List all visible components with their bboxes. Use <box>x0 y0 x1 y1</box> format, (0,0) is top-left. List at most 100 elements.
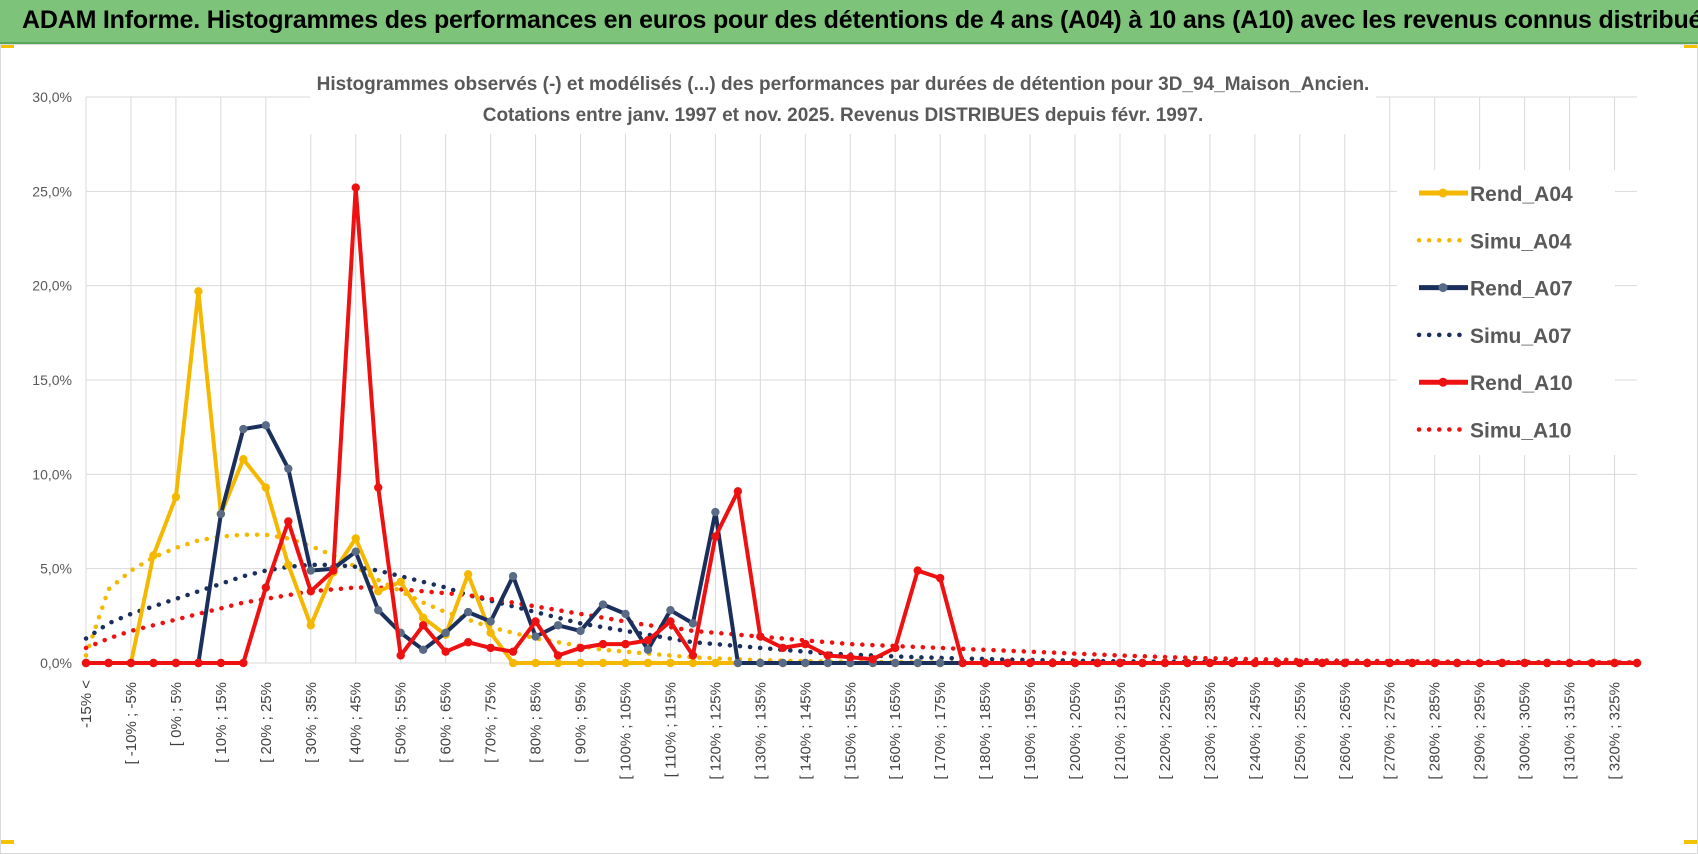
data-point-Rend_A10 <box>1228 658 1237 668</box>
legend-label: Simu_A07 <box>1470 325 1572 348</box>
y-tick-label: 5,0% <box>40 561 72 577</box>
data-point-Rend_A10 <box>1093 658 1102 668</box>
series-line-Rend_A07 <box>86 423 1637 665</box>
x-tick-label: [ 200% ; 205% <box>1067 682 1084 780</box>
data-point-Rend_A10 <box>1318 658 1327 668</box>
data-point-Rend_A10 <box>666 617 675 626</box>
legend-label: Rend_A04 <box>1470 183 1573 206</box>
y-tick-label: 25,0% <box>32 183 72 199</box>
data-point-Rend_A04 <box>553 658 563 668</box>
x-tick-label: [ 110% ; 115% <box>662 682 679 777</box>
corner-marker <box>0 44 14 48</box>
data-point-Rend_A04 <box>284 560 293 570</box>
data-point-Rend_A10 <box>1385 658 1394 668</box>
data-point-Rend_A10 <box>823 651 832 660</box>
data-point-Rend_A10 <box>149 658 158 668</box>
chart-title: Histogrammes observés (-) et modélisés (… <box>317 74 1370 95</box>
data-point-Rend_A07 <box>711 507 720 517</box>
data-point-Rend_A10 <box>1250 658 1260 668</box>
data-point-Rend_A10 <box>935 573 945 583</box>
data-point-Rend_A07 <box>733 658 743 668</box>
data-point-Rend_A07 <box>531 632 540 641</box>
data-point-Rend_A04 <box>171 492 181 502</box>
corner-marker <box>1684 44 1698 48</box>
data-point-Rend_A07 <box>598 600 608 609</box>
series-line-Simu_A10 <box>83 585 1640 665</box>
data-point-Rend_A10 <box>1048 658 1057 668</box>
data-point-Rend_A07 <box>823 658 832 668</box>
data-point-Rend_A04 <box>351 534 360 543</box>
data-point-Rend_A10 <box>463 638 473 647</box>
legend: Rend_A04 Simu_A04 Rend_A07 Simu_A07 Rend_A10… <box>1397 170 1615 455</box>
x-tick-label: [ 290% ; 295% <box>1472 682 1489 780</box>
data-point-Rend_A10 <box>396 651 405 660</box>
data-point-Rend_A04 <box>261 483 271 492</box>
corner-marker <box>1684 840 1698 844</box>
data-point-Rend_A10 <box>81 658 91 668</box>
y-tick-label: 15,0% <box>32 372 72 388</box>
data-point-Rend_A07 <box>441 628 450 638</box>
series-line-Rend_A10 <box>86 185 1637 665</box>
legend-label: Rend_A07 <box>1470 278 1573 301</box>
data-point-Rend_A04 <box>531 658 540 668</box>
data-point-Rend_A07 <box>418 645 428 654</box>
data-point-Rend_A04 <box>666 658 675 668</box>
data-point-Rend_A04 <box>374 587 383 596</box>
corner-marker <box>0 840 14 844</box>
legend-label: Simu_A10 <box>1470 420 1572 443</box>
data-point-Rend_A10 <box>1363 658 1372 668</box>
data-point-Rend_A10 <box>891 643 900 653</box>
data-point-Rend_A04 <box>598 658 608 668</box>
data-point-Rend_A10 <box>711 532 720 541</box>
legend-background <box>1397 170 1615 455</box>
data-point-Rend_A10 <box>329 566 338 575</box>
data-point-Rend_A07 <box>666 605 675 615</box>
data-point-Rend_A04 <box>396 577 405 587</box>
x-tick-label: [ 150% ; 155% <box>842 682 859 780</box>
data-point-Rend_A10 <box>1542 658 1552 668</box>
data-point-Rend_A04 <box>711 658 720 668</box>
data-point-Rend_A10 <box>261 583 271 592</box>
data-point-Rend_A07 <box>621 609 630 619</box>
data-point-Rend_A04 <box>508 658 518 668</box>
data-point-Rend_A04 <box>239 455 248 464</box>
data-point-Rend_A04 <box>576 658 585 668</box>
data-point-Rend_A10 <box>1632 658 1642 668</box>
x-tick-label: [ 240% ; 245% <box>1247 682 1264 780</box>
data-point-Rend_A10 <box>194 658 203 668</box>
data-point-Rend_A10 <box>1138 658 1147 668</box>
data-point-Rend_A10 <box>1070 658 1080 668</box>
data-point-Rend_A04 <box>418 613 428 622</box>
data-point-Rend_A10 <box>531 617 540 626</box>
data-point-Rend_A10 <box>1160 658 1170 668</box>
data-point-Rend_A07 <box>239 424 248 434</box>
data-point-Rend_A07 <box>261 421 271 430</box>
data-point-Rend_A10 <box>1205 658 1215 668</box>
x-tick-label: [ 100% ; 105% <box>617 682 634 780</box>
data-point-Rend_A07 <box>351 547 360 556</box>
x-tick-label: [ 160% ; 165% <box>887 682 904 780</box>
data-point-Rend_A10 <box>374 483 383 492</box>
data-point-Rend_A10 <box>1587 658 1597 668</box>
x-tick-label: [ 260% ; 265% <box>1337 682 1354 780</box>
data-point-Rend_A04 <box>643 658 653 668</box>
data-point-Rend_A10 <box>239 658 248 668</box>
data-point-Rend_A10 <box>846 653 855 662</box>
legend-marker <box>1438 188 1448 198</box>
x-tick-label: [ 230% ; 235% <box>1202 682 1219 780</box>
x-tick-label: [ -10% ; -5% <box>123 682 140 765</box>
data-point-Rend_A10 <box>1273 658 1282 668</box>
data-point-Rend_A07 <box>216 509 226 519</box>
y-axis: 0,0% 5,0% 10,0% 15,0% 20,0% 25,0% 30,0% <box>32 89 72 671</box>
x-tick-label: [ 80% ; 85% <box>528 682 545 763</box>
data-point-Rend_A07 <box>778 658 788 668</box>
data-point-Rend_A10 <box>1610 658 1619 668</box>
data-point-Rend_A10 <box>1565 658 1574 668</box>
y-tick-label: 0,0% <box>40 655 72 671</box>
data-point-Rend_A10 <box>441 647 450 656</box>
legend-label: Simu_A04 <box>1470 230 1572 253</box>
data-point-Rend_A10 <box>1003 658 1012 668</box>
data-point-Rend_A10 <box>1520 658 1529 668</box>
x-tick-label: [ 90% ; 95% <box>573 682 590 763</box>
